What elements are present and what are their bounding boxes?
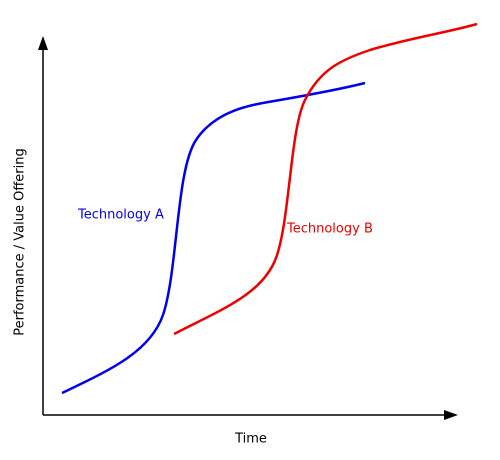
technology-a-curve [61,81,366,395]
axes [38,36,458,420]
y-axis-arrow [38,36,48,50]
y-axis-label: Performance / Value Offering [13,148,28,336]
x-axis-arrow [444,410,458,420]
x-axis-label: Time [234,432,267,447]
technology-b-curve [173,22,478,336]
curve-label: Technology B [286,222,373,237]
curve-label: Technology A [77,208,164,223]
